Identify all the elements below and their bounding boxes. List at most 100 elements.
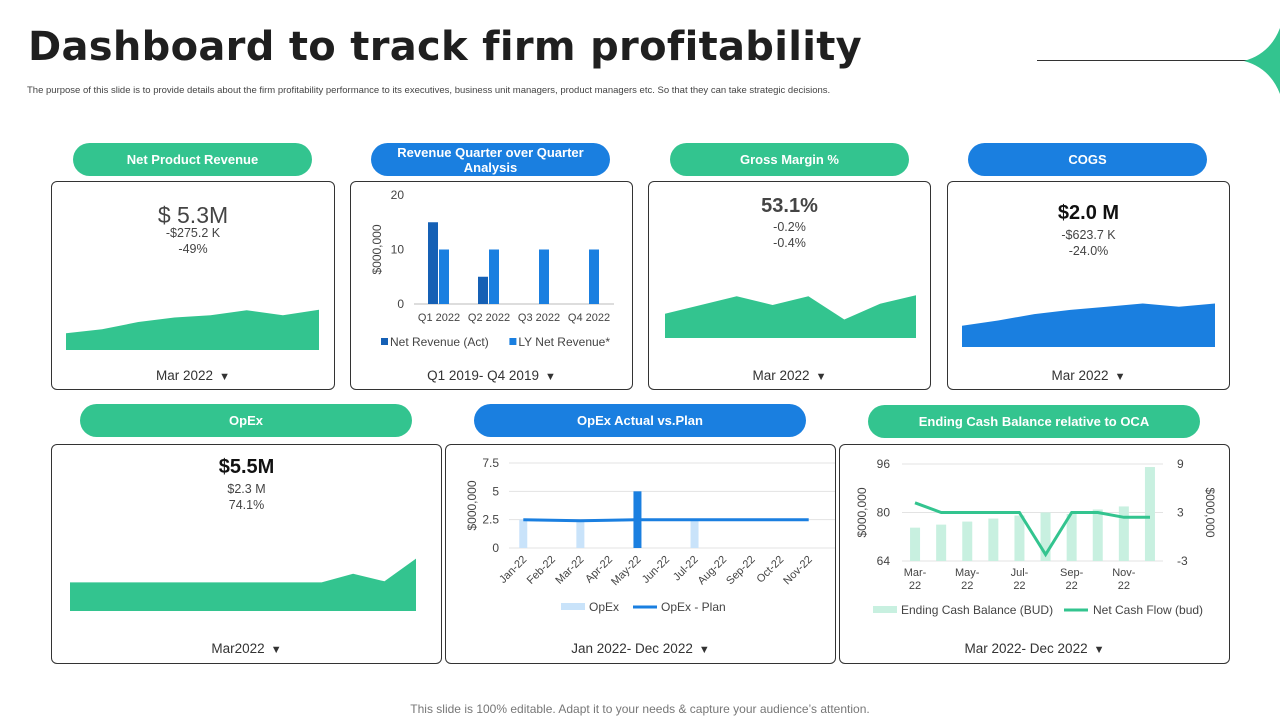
y2-tick-label: 3 (1177, 506, 1184, 520)
bar-ending-cash-balance (910, 527, 921, 561)
x-tick-label: Oct-22 (754, 554, 786, 586)
x-tick-label: Sep-22 (724, 554, 758, 588)
bar-ending-cash-balance (1144, 467, 1155, 561)
x-tick-label: May- (955, 567, 980, 579)
y-tick-label: 5 (492, 484, 499, 498)
ending-cash-label: Ending Cash Balance relative to OCA (868, 405, 1200, 438)
opex-period-dropdown[interactable]: Mar2022 ▼ (52, 641, 441, 656)
bar-net-revenue-act (428, 222, 438, 304)
page-title: Dashboard to track firm profitability (28, 24, 863, 70)
area-series (70, 558, 416, 611)
triangle-down-icon: ▼ (1093, 644, 1105, 656)
x-tick-label: Q1 2022 (418, 312, 460, 324)
ending-cash-card: 64 80 96 -3 3 9 $000,000 $000,000 Mar- 22 May- 22 Ju… (839, 444, 1230, 664)
net-product-revenue-label: Net Product Revenue (73, 143, 312, 176)
period-label: Mar2022 (211, 641, 265, 656)
cogs-change-pct: -24.0% (1068, 244, 1109, 258)
x-tick-label: May-22 (609, 554, 643, 588)
x-tick-label: Q4 2022 (568, 312, 610, 324)
y-axis-label: $000,000 (465, 480, 479, 530)
bar-ly-net-revenue (489, 249, 499, 304)
legend-swatch-cash (873, 606, 897, 613)
bar-ending-cash-balance (1066, 514, 1077, 561)
gross-margin-change-pct: -0.4% (773, 236, 806, 250)
gross-margin-period-dropdown[interactable]: Mar 2022 ▼ (649, 368, 930, 383)
revenue-qoq-card: 0 10 20 $000,000 Q1 2022 Q2 2022 Q3 2022 Q4 202… (350, 181, 633, 390)
period-label: Mar 2022 (752, 368, 810, 383)
cogs-value: $2.0 M (1057, 202, 1120, 224)
bar-opex (576, 519, 585, 548)
triangle-down-icon: ▼ (544, 371, 556, 383)
revenue-qoq-period-dropdown[interactable]: Q1 2019- Q4 2019 ▼ (351, 368, 632, 383)
x-tick-label: Nov- (1112, 567, 1136, 579)
period-label: Mar 2022 (1051, 368, 1109, 383)
y2-tick-label: -3 (1177, 554, 1188, 568)
area-series (66, 309, 319, 350)
x-tick-label: Q3 2022 (518, 312, 560, 324)
x-tick-label: Mar- (904, 567, 927, 579)
ending-cash-period-dropdown[interactable]: Mar 2022- Dec 2022 ▼ (840, 641, 1229, 656)
gross-margin-value: 53.1% (761, 195, 818, 217)
line-net-cash-flow (914, 501, 1150, 558)
decorative-star-shape (1244, 28, 1280, 94)
gross-margin-label: Gross Margin % (670, 143, 909, 176)
opex-card: $5.5M $2.3 M 74.1% Mar2022 ▼ (51, 444, 442, 664)
opex-actual-plan-chart: 02.557.5$000,000Jan-22Feb-22Mar-22Apr-22… (465, 456, 835, 614)
net-product-revenue-card: $ 5.3M -$275.2 K -49% Mar 2022 ▼ (51, 181, 335, 390)
y-tick-label: 10 (391, 243, 405, 257)
gross-margin-sparkline (665, 295, 916, 338)
opex-sparkline (70, 558, 416, 611)
gross-margin-card: 53.1% -0.2% -0.4% Mar 2022 ▼ (648, 181, 931, 390)
area-series (962, 303, 1215, 347)
y-tick-label: 0 (492, 541, 499, 555)
y-tick-label: 96 (877, 457, 891, 471)
bar-ending-cash-balance (1040, 512, 1051, 561)
net-product-revenue-change-pct: -49% (178, 242, 208, 256)
bar-ending-cash-balance (962, 521, 973, 561)
x-tick-label: Aug-22 (696, 554, 730, 588)
legend-label: Net Cash Flow (bud) (1093, 603, 1203, 617)
x-tick-label: 22 (961, 580, 973, 592)
x-tick-label: 22 (909, 580, 921, 592)
page-subtitle: The purpose of this slide is to provide … (27, 85, 831, 96)
net-product-revenue-period-dropdown[interactable]: Mar 2022 ▼ (52, 368, 334, 383)
legend-swatch-opex (561, 603, 585, 610)
revenue-qoq-chart: 0 10 20 $000,000 Q1 2022 Q2 2022 Q3 2022 Q4 202… (370, 188, 614, 349)
period-label: Mar 2022- Dec 2022 (964, 641, 1088, 656)
cogs-card: $2.0 M -$623.7 K -24.0% Mar 2022 ▼ (947, 181, 1230, 390)
y2-tick-label: 9 (1177, 457, 1184, 471)
bar-opex (519, 519, 528, 548)
x-tick-label: Nov-22 (781, 554, 815, 588)
cogs-sparkline (962, 303, 1215, 347)
bar-ending-cash-balance (1092, 509, 1103, 561)
opex-actual-plan-card: 0 2.5 5 7.5 $000,000 Jan-22 Feb-22 Mar-22 Apr-22… (445, 444, 836, 664)
cogs-change: -$623.7 K (1061, 228, 1116, 242)
bar-opex (690, 519, 699, 548)
cogs-period-dropdown[interactable]: Mar 2022 ▼ (948, 368, 1229, 383)
x-tick-label: Jan-22 (497, 554, 529, 586)
area-series (665, 295, 916, 338)
bar-net-revenue-act (478, 276, 488, 304)
triangle-down-icon: ▼ (1114, 371, 1126, 383)
legend-label: Ending Cash Balance (BUD) (901, 603, 1053, 617)
y-tick-label: 64 (877, 554, 891, 568)
footer-note: This slide is 100% editable. Adapt it to… (410, 702, 870, 716)
y-tick-label: 80 (877, 506, 891, 520)
y-tick-label: 20 (391, 188, 405, 202)
line-opex-plan (523, 518, 809, 523)
y-tick-label: 0 (397, 297, 404, 311)
x-tick-label: Q2 2022 (468, 312, 510, 324)
bar-ending-cash-balance (936, 524, 947, 561)
legend-label: LY Net Revenue* (518, 335, 610, 349)
opex-actual-plan-period-dropdown[interactable]: Jan 2022- Dec 2022 ▼ (446, 641, 835, 656)
period-label: Q1 2019- Q4 2019 (427, 368, 539, 383)
x-tick-label: Jul- (1011, 567, 1029, 579)
net-product-revenue-sparkline (66, 309, 319, 350)
decorative-line (1037, 60, 1252, 61)
triangle-down-icon: ▼ (219, 371, 230, 383)
cogs-label: COGS (968, 143, 1207, 176)
legend-swatch (509, 338, 517, 345)
revenue-qoq-label: Revenue Quarter over Quarter Analysis (371, 143, 610, 176)
legend-label: OpEx (589, 600, 619, 614)
